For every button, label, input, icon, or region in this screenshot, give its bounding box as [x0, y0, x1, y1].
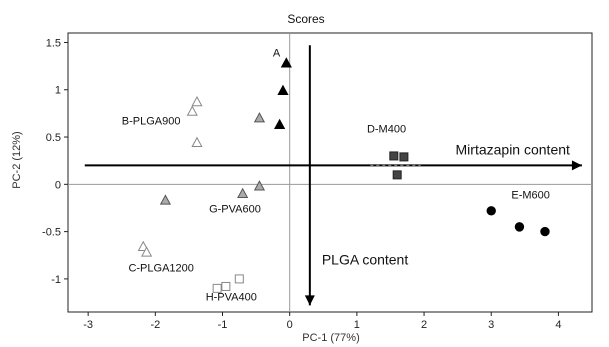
plot-border [67, 32, 593, 313]
y-tick-label: -0.5 [42, 227, 61, 239]
axis-ticks [64, 41, 559, 316]
x-tick-label: 4 [555, 319, 561, 331]
point-a [280, 57, 292, 68]
point-c-plga1200 [141, 246, 153, 257]
group-label: B-PLGA900 [122, 116, 181, 128]
chart-title: Scores [287, 12, 324, 26]
y-axis-title: PC-2 (12%) [11, 131, 23, 188]
arrow-label: Mirtazapin content [456, 141, 571, 157]
x-tick-label: 1 [354, 319, 360, 331]
point-b-plga900-grey [253, 112, 266, 123]
group-label: D-M400 [367, 123, 406, 135]
point-g-pva600 [237, 187, 249, 199]
point-h-pva400 [234, 274, 244, 284]
point-d-m400 [392, 170, 402, 180]
arrow-head [571, 160, 582, 171]
group-label: A [273, 48, 281, 60]
point-h-pva400 [221, 281, 231, 291]
data-points [137, 57, 550, 293]
point-g-pva600 [253, 180, 266, 191]
point-a [274, 118, 286, 129]
x-tick-label: -2 [150, 319, 160, 331]
point-a [277, 84, 289, 95]
point-e-m600 [540, 226, 550, 237]
x-tick-label: 3 [488, 319, 494, 331]
plot-frame [67, 32, 593, 313]
point-g-pva600 [159, 194, 172, 205]
arrow-label: PLGA content [322, 252, 409, 268]
group-labels: A B-PLGA900 G-PVA600 C-PLGA1200 H-PVA400 D-M4… [122, 48, 550, 304]
arrow-head [304, 295, 315, 306]
y-tick-label: 0.5 [46, 132, 61, 144]
zero-lines [68, 33, 592, 312]
group-label: G-PVA600 [209, 204, 261, 216]
y-tick-label: 1.5 [46, 37, 61, 49]
point-h-pva400 [212, 283, 222, 293]
x-axis-title: PC-1 (77%) [302, 332, 359, 344]
point-b-plga900 [191, 95, 203, 107]
x-tick-label: 2 [421, 319, 427, 331]
point-e-m600 [486, 206, 496, 216]
group-label: H-PVA400 [206, 292, 257, 304]
y-tick-label: 1 [55, 85, 61, 97]
group-label: E-M600 [511, 190, 550, 202]
group-label: C-PLGA1200 [128, 262, 193, 274]
point-b-plga900 [186, 105, 198, 116]
point-d-m400 [399, 152, 409, 162]
point-d-m400 [389, 151, 399, 161]
y-tick-label: -1 [51, 274, 61, 286]
x-tick-label: 0 [287, 319, 293, 331]
content-arrows: Mirtazapin content PLGA content [84, 45, 582, 306]
point-b-plga900 [191, 136, 203, 147]
tick-labels: -3 -2 -1 0 1 2 3 4 1.5 1 0.5 0 -0.5 -1 [42, 37, 561, 331]
y-tick-label: 0 [55, 179, 61, 191]
x-tick-label: -1 [218, 319, 228, 331]
x-tick-label: -3 [83, 319, 93, 331]
point-e-m600 [514, 222, 525, 232]
